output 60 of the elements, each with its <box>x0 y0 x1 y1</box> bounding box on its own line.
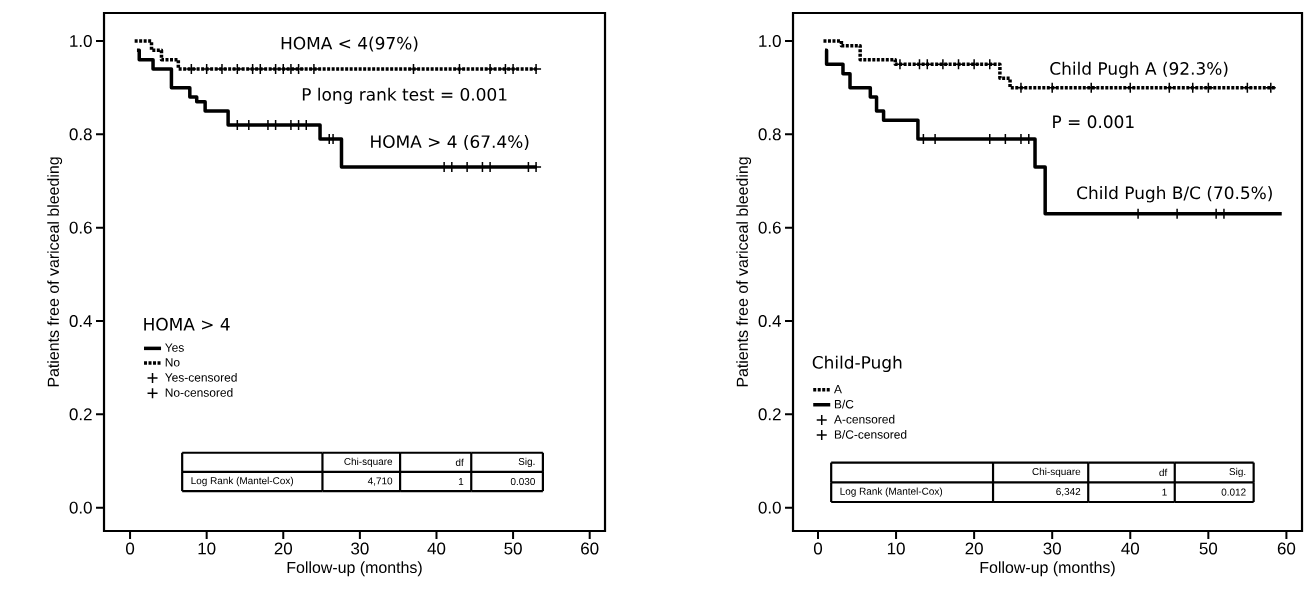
annotation: df <box>1159 468 1168 477</box>
x-tick-label: 0 <box>126 542 135 555</box>
y-tick-label: 0.6 <box>758 221 781 234</box>
legend-label: A-censored <box>833 414 895 424</box>
annotation: 6,342 <box>1056 488 1081 497</box>
y-tick-label: 0.4 <box>758 314 781 327</box>
y-axis-title: Patients free of variceal bleeding <box>736 157 752 387</box>
y-tick-label: 0.8 <box>758 128 781 141</box>
y-tick-label: 1.0 <box>70 34 92 47</box>
y-tick-label: 0.4 <box>69 314 92 327</box>
legend-title: Child-Pugh <box>812 355 902 373</box>
x-tick-label: 40 <box>427 542 446 555</box>
annotation: HOMA > 4 (67.4%) <box>371 134 529 151</box>
annotation: 0.030 <box>510 477 535 486</box>
annotation: 0.012 <box>1221 488 1246 496</box>
x-tick-label: 30 <box>1043 542 1061 555</box>
annotation: Child Pugh B/C (70.5%) <box>1077 186 1272 203</box>
y-tick-label: 0.2 <box>758 408 781 421</box>
x-tick-label: 10 <box>198 542 216 555</box>
legend-label: A <box>833 384 842 394</box>
legend-label: Yes-censored <box>165 372 237 382</box>
annotation: Sig. <box>1229 467 1246 478</box>
x-tick-label: 60 <box>581 542 599 555</box>
x-axis-title: Follow-up (months) <box>287 561 422 577</box>
x-tick-label: 40 <box>1121 542 1140 555</box>
x-tick-label: 20 <box>274 542 293 555</box>
annotation: P long rank test = 0.001 <box>302 87 507 105</box>
annotation: 4,710 <box>367 477 393 486</box>
annotation: Chi-square <box>1032 467 1081 478</box>
legend-label: No-censored <box>165 388 233 397</box>
legend-title: HOMA > 4 <box>144 317 230 331</box>
y-tick-label: 0.2 <box>69 408 92 421</box>
annotation: Chi-square <box>344 457 393 467</box>
annotation: 1 <box>458 478 464 485</box>
x-tick-label: 50 <box>1199 542 1218 555</box>
x-tick-label: 60 <box>1277 542 1296 555</box>
x-tick-label: 10 <box>887 542 905 555</box>
y-tick-label: 0.0 <box>69 501 92 514</box>
annotation: Sig. <box>518 457 535 467</box>
annotation: HOMA < 4(97%) <box>281 36 418 52</box>
annotation: Log Rank (Mantel-Cox) <box>191 476 294 487</box>
x-tick-label: 30 <box>351 542 369 555</box>
x-axis-title: Follow-up (months) <box>980 561 1115 577</box>
annotation: 1 <box>1162 488 1167 496</box>
y-axis-title: Patients free of variceal bleeding <box>47 157 63 387</box>
legend-label: Yes <box>165 343 184 352</box>
x-tick-label: 20 <box>965 542 983 555</box>
legend-label: B/C-censored <box>834 429 907 439</box>
legend-label: No <box>165 358 180 367</box>
annotation: P = 0.001 <box>1053 115 1134 129</box>
y-tick-label: 0.6 <box>69 221 92 234</box>
annotation: df <box>455 458 464 467</box>
x-tick-label: 50 <box>504 542 522 555</box>
y-tick-label: 0.0 <box>758 501 781 514</box>
legend-label: B/C <box>834 399 854 409</box>
annotation: Log Rank (Mantel-Cox) <box>840 487 943 497</box>
x-tick-label: 0 <box>813 542 823 555</box>
annotation: Child Pugh A (92.3%) <box>1050 61 1228 79</box>
y-tick-label: 0.8 <box>69 128 92 141</box>
y-tick-label: 1.0 <box>759 34 781 47</box>
